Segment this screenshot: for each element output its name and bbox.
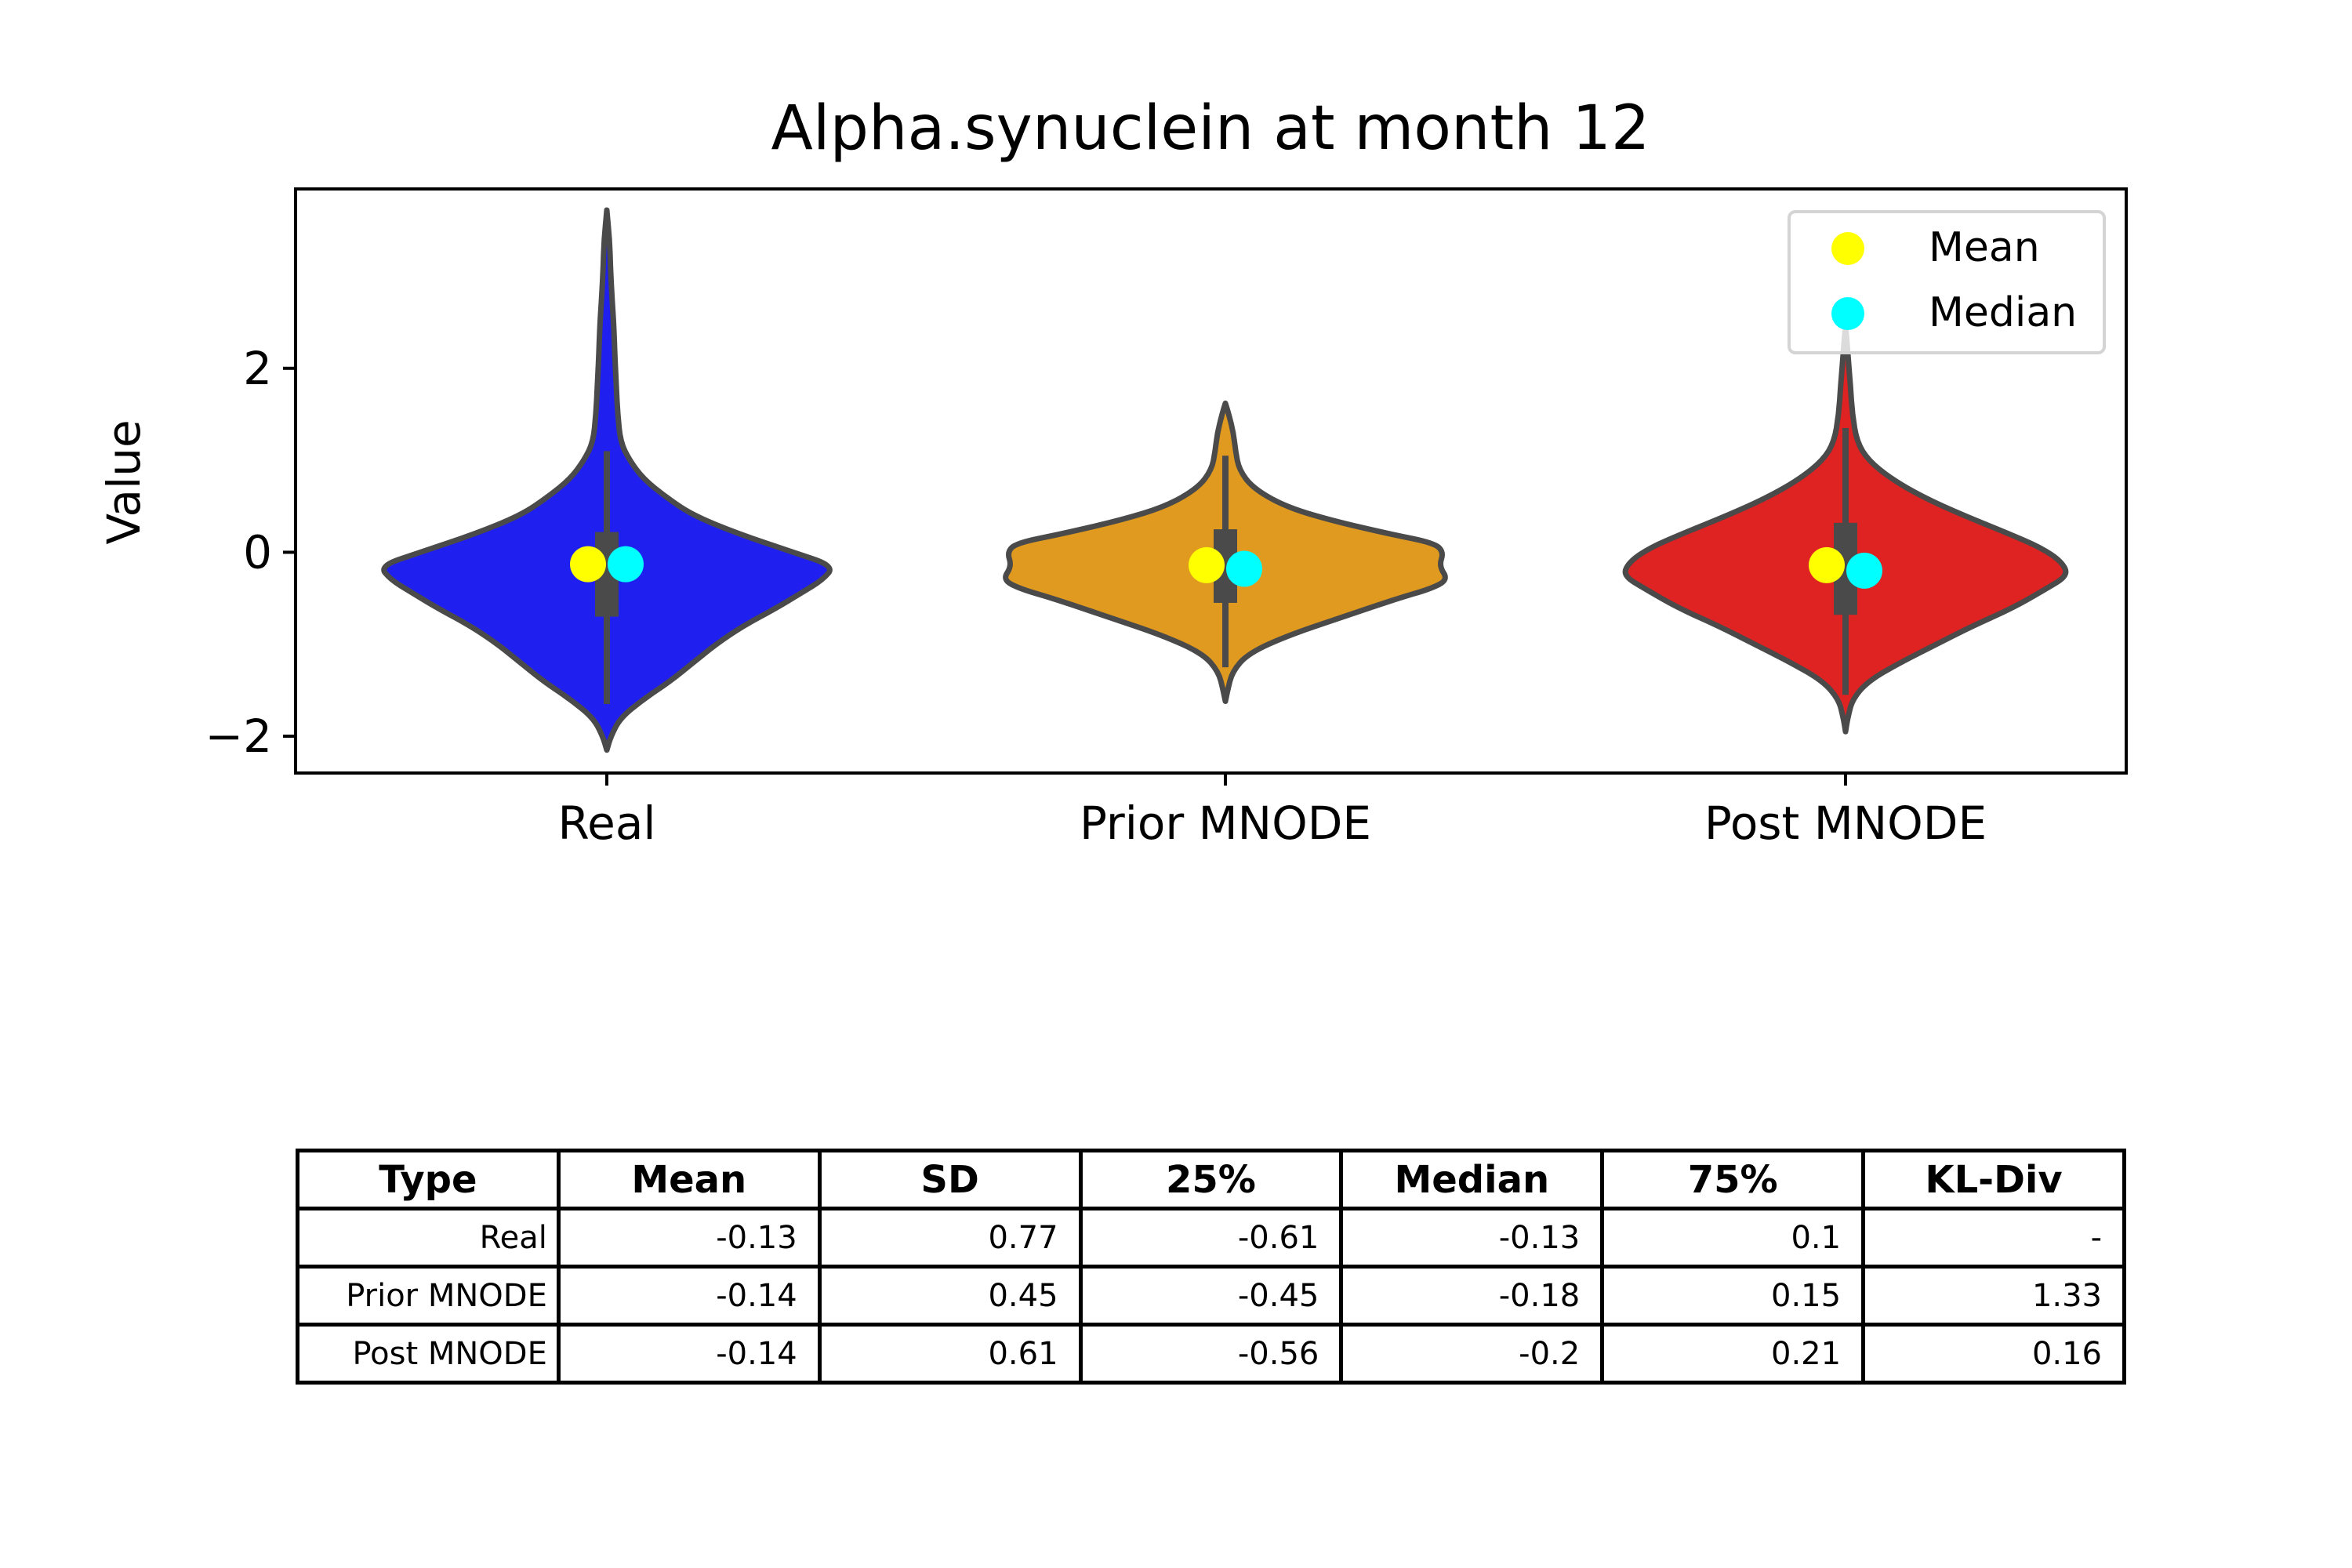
x-tick-label: Post MNODE	[1704, 797, 1987, 850]
summary-stats-table: Type Mean SD 25% Median 75% KL-Div Real …	[296, 1149, 2126, 1385]
median-point-1	[608, 546, 644, 583]
table-cell: -	[1861, 1207, 2126, 1269]
table-cell: 1.33	[1861, 1265, 2126, 1327]
table-header-row: Type Mean SD 25% Median 75% KL-Div	[296, 1149, 2126, 1210]
y-tick-label: −2	[205, 710, 273, 763]
y-tick-label: 2	[243, 342, 272, 395]
x-tick-label: Prior MNODE	[1080, 797, 1371, 850]
chart-title: Alpha.synuclein at month 12	[771, 93, 1650, 164]
legend-frame	[1788, 210, 2106, 354]
mean-point-1	[570, 546, 606, 583]
x-tick-label: Real	[557, 797, 655, 850]
column-header-type: Type	[296, 1149, 561, 1210]
table-cell: -0.2	[1339, 1323, 1605, 1385]
column-header-kl-div: KL-Div	[1861, 1149, 2126, 1210]
table-cell: -0.45	[1078, 1265, 1344, 1327]
table-cell-type: Real	[296, 1207, 561, 1269]
table-cell: 0.45	[817, 1265, 1083, 1327]
table-cell: 0.15	[1600, 1265, 1866, 1327]
column-header-mean: Mean	[556, 1149, 822, 1210]
legend-mean-marker	[1831, 232, 1864, 265]
table-cell: 0.77	[817, 1207, 1083, 1269]
median-point-3	[1846, 552, 1882, 589]
table-cell-type: Prior MNODE	[296, 1265, 561, 1327]
column-header-sd: SD	[817, 1149, 1083, 1210]
table-cell: 0.61	[817, 1323, 1083, 1385]
legend-mean-label: Mean	[1929, 224, 2040, 271]
column-header-75: 75%	[1600, 1149, 1866, 1210]
table-cell: -0.13	[556, 1207, 822, 1269]
column-header-median: Median	[1339, 1149, 1605, 1210]
table-cell: 0.16	[1861, 1323, 2126, 1385]
table-row: Prior MNODE -0.14 0.45 -0.45 -0.18 0.15 …	[296, 1265, 2126, 1327]
table-row: Post MNODE -0.14 0.61 -0.56 -0.2 0.21 0.…	[296, 1323, 2126, 1385]
table-cell: -0.14	[556, 1323, 822, 1385]
table-cell: -0.14	[556, 1265, 822, 1327]
mean-point-3	[1809, 546, 1845, 583]
table-cell-type: Post MNODE	[296, 1323, 561, 1385]
legend-median-label: Median	[1929, 289, 2077, 336]
median-point-2	[1226, 550, 1262, 587]
table-cell: -0.56	[1078, 1323, 1344, 1385]
table-cell: 0.21	[1600, 1323, 1866, 1385]
table-row: Real -0.13 0.77 -0.61 -0.13 0.1 -	[296, 1207, 2126, 1269]
legend: Mean Median	[1788, 210, 2106, 354]
table-cell: -0.18	[1339, 1265, 1605, 1327]
legend-median-marker	[1831, 297, 1864, 330]
column-header-25: 25%	[1078, 1149, 1344, 1210]
table-cell: -0.61	[1078, 1207, 1344, 1269]
table-cell: -0.13	[1339, 1207, 1605, 1269]
y-tick-label: 0	[243, 525, 272, 579]
plot-frame	[294, 187, 2128, 775]
mean-median-points	[570, 546, 1882, 589]
y-axis-label: Value	[97, 419, 151, 544]
table-cell: 0.1	[1600, 1207, 1866, 1269]
mean-point-2	[1189, 546, 1225, 583]
axes-layer: Real Prior MNODE Post MNODE −2 0 2	[205, 342, 1987, 850]
